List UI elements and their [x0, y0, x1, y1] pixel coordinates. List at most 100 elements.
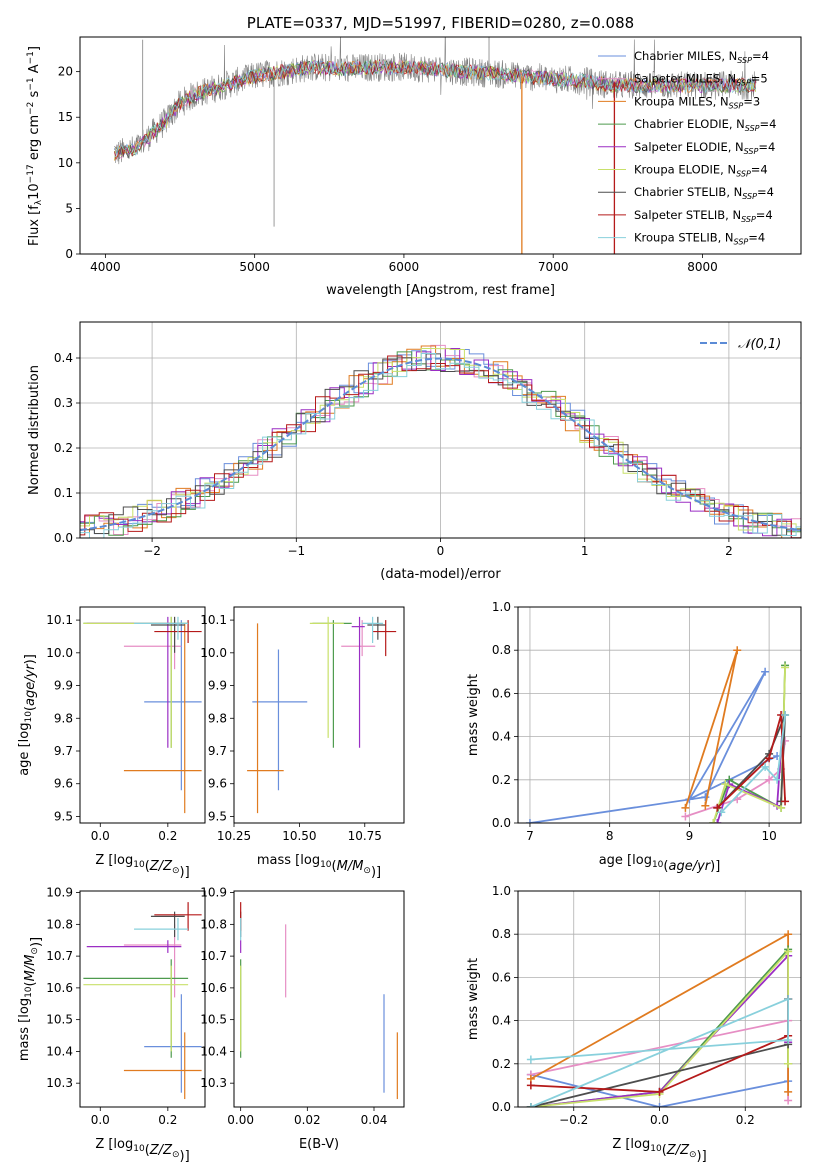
- histogram-plot-area: [80, 344, 801, 538]
- series-marker: [781, 663, 790, 672]
- y-tick-label: 10.4: [200, 1044, 227, 1058]
- mass-weight-plot-area: [526, 930, 793, 1107]
- series-marker: [761, 667, 770, 676]
- x-axis-label: E(B-V): [299, 1137, 339, 1152]
- y-tick-label: 9.5: [54, 809, 73, 823]
- series-marker: [713, 819, 722, 823]
- series-marker: [526, 1081, 535, 1090]
- legend-label: Kroupa STELIB, NSSP=4: [634, 231, 765, 247]
- y-tick-label: 10.8: [46, 917, 73, 931]
- series-marker: [709, 819, 718, 823]
- series-marker: [784, 1087, 793, 1096]
- series-marker: [733, 646, 742, 655]
- y-tick-label: 10: [58, 156, 73, 170]
- series-marker: [701, 793, 710, 802]
- legend-label: Kroupa MILES, NSSP=3: [634, 94, 760, 110]
- y-tick-label: 15: [58, 110, 73, 124]
- y-tick-label: 10.5: [46, 1013, 73, 1027]
- errorbar-plot-area: [247, 616, 397, 814]
- legend-label: Salpeter MILES, NSSP=5: [634, 72, 768, 88]
- y-tick-label: 0.6: [492, 970, 511, 984]
- y-axis-label: Normed distribution: [27, 365, 42, 495]
- y-tick-label: 0.3: [54, 396, 73, 410]
- axes-frame: [79, 890, 206, 1108]
- x-tick-label: 4000: [90, 260, 121, 274]
- series-marker: [681, 803, 690, 812]
- histogram-chabrier-stelib: [80, 353, 801, 536]
- series-marker: [765, 775, 774, 784]
- x-tick-label: 6000: [389, 260, 420, 274]
- series-line-salpeter-stelib: [716, 714, 786, 809]
- x-tick-label: 0.0: [650, 1113, 669, 1127]
- y-tick-label: 9.5: [208, 809, 227, 823]
- y-tick-label: 0.8: [492, 643, 511, 657]
- x-tick-label: −2: [143, 544, 161, 558]
- series-marker: [717, 808, 726, 817]
- series-marker: [681, 812, 690, 821]
- x-tick-label: 0.2: [736, 1113, 755, 1127]
- axes-frame: [79, 321, 802, 539]
- histogram-salpeter-stelib: [80, 355, 801, 538]
- y-tick-label: 9.6: [208, 777, 227, 791]
- y-tick-label: 0.0: [492, 1100, 511, 1114]
- y-tick-label: 10.5: [200, 1013, 227, 1027]
- x-axis-label: age [log10(age/yr)]: [599, 853, 721, 874]
- series-marker: [781, 711, 790, 719]
- y-axis-label: mass [log10(M/M⊙)]: [17, 937, 44, 1061]
- x-axis-label: Z [log10(Z/Z⊙)]: [95, 1137, 189, 1164]
- chart-title: PLATE=0337, MJD=51997, FIBERID=0280, z=0…: [247, 14, 634, 32]
- x-tick-label: 8000: [687, 260, 718, 274]
- axes-frame: [233, 606, 405, 824]
- series-marker: [773, 775, 782, 784]
- y-tick-label: 10.0: [46, 646, 73, 660]
- series-marker: [721, 780, 730, 789]
- errorbar-panel-6: 0.00 0.02 0.04 10.3 10.4 10.5 10.6 10.7 10.8 10.9…: [200, 886, 405, 1152]
- x-tick-label: 9: [686, 829, 694, 843]
- series-marker: [765, 754, 774, 763]
- series-line-chabrier-miles: [529, 671, 778, 823]
- y-axis-label: mass weight: [466, 674, 481, 756]
- errorbar-panel-3: 10.25 10.50 10.75 9.5 9.6 9.7 9.8 9.9 10.0 10.1 ma…: [200, 606, 405, 880]
- y-tick-label: 0.2: [492, 1057, 511, 1071]
- legend-label: Chabrier MILES, NSSP=4: [634, 49, 769, 65]
- y-axis-label: Flux [fλ10−17 erg cm−2 s−1 A−1]: [26, 46, 44, 246]
- y-tick-label: 10.6: [200, 981, 227, 995]
- y-tick-label: 0.8: [492, 927, 511, 941]
- x-tick-label: 0.2: [158, 1113, 177, 1127]
- y-tick-label: 1.0: [492, 600, 511, 614]
- legend-label: Chabrier STELIB, NSSP=4: [634, 185, 774, 201]
- axes-frame: [79, 36, 802, 255]
- series-marker: [781, 797, 790, 806]
- y-tick-label: 0.0: [492, 816, 511, 830]
- y-tick-label: 0.4: [492, 1014, 511, 1028]
- series-marker: [713, 803, 722, 812]
- x-tick-label: 10: [761, 829, 776, 843]
- x-tick-label: 7: [526, 829, 534, 843]
- x-tick-label: 10.75: [348, 829, 382, 843]
- x-tick-label: 0.00: [227, 1113, 254, 1127]
- mass-weight-panel-7: −0.2 0.0 0.2 0.0 0.2 0.4 0.6 0.8 1.0 mass weight Z…: [466, 884, 802, 1164]
- y-tick-label: 10.6: [46, 981, 73, 995]
- series-marker: [784, 1096, 793, 1105]
- y-tick-label: 10.1: [46, 613, 73, 627]
- y-tick-label: 10.3: [200, 1076, 227, 1090]
- y-tick-label: 9.9: [54, 679, 73, 693]
- axes-frame: [517, 606, 802, 824]
- legend-label: Kroupa ELODIE, NSSP=4: [634, 163, 768, 179]
- y-tick-label: 10.7: [46, 949, 73, 963]
- series-line-kroupa-stelib: [530, 997, 789, 1107]
- x-axis-label: Z [log10(Z/Z⊙)]: [612, 1137, 706, 1164]
- spectrum-panel: 4000 5000 6000 7000 8000 0 5 10 15 20 PLATE=0337, …: [26, 14, 802, 298]
- x-tick-label: 2: [725, 544, 733, 558]
- x-tick-label: 8: [606, 829, 614, 843]
- y-tick-label: 10.4: [46, 1044, 73, 1058]
- y-tick-label: 10.8: [200, 917, 227, 931]
- y-tick-label: 0.1: [54, 486, 73, 500]
- y-tick-label: 9.8: [54, 711, 73, 725]
- axes-frame: [233, 890, 405, 1108]
- mass-weight-panel-4: 7 8 9 10 0.0 0.2 0.4 0.6 0.8 1.0 mass weight age [l…: [466, 600, 802, 874]
- x-axis-label: (data-model)/error: [380, 567, 501, 582]
- errorbar-panel-2: 0.0 0.2 9.5 9.6 9.7 9.8 9.9 10.0 10.1 Z [log10(Z/…: [17, 606, 206, 880]
- series-marker: [525, 819, 534, 823]
- y-tick-label: 9.8: [208, 711, 227, 725]
